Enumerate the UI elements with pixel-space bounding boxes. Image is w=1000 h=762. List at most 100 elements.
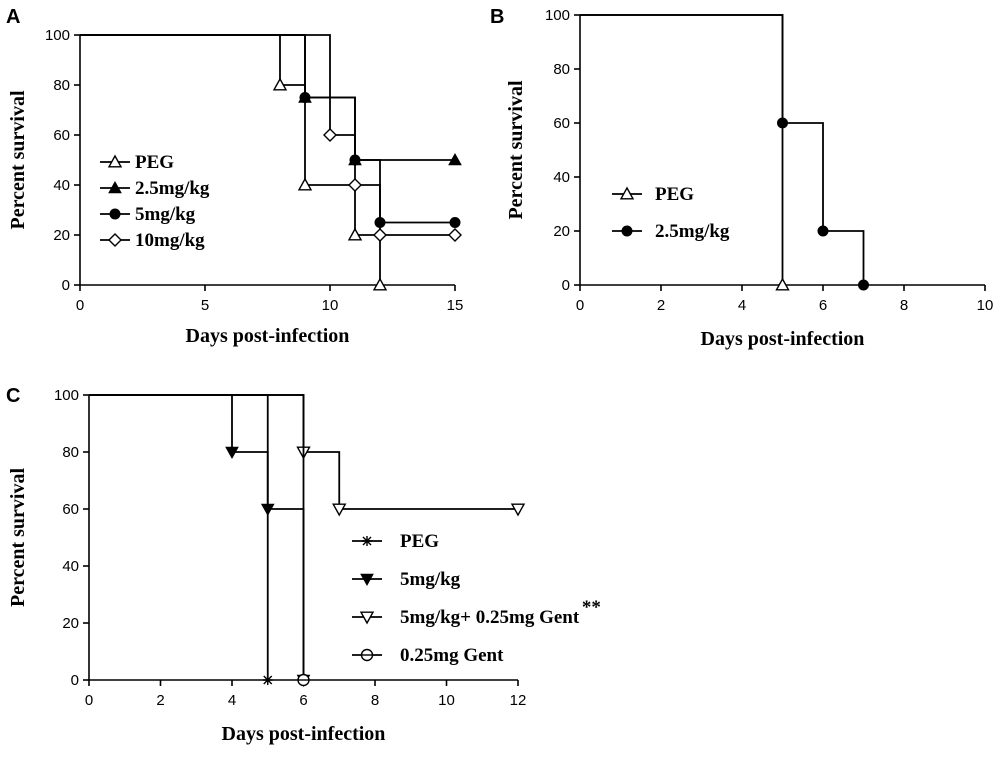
survival-curve [580,14,784,285]
y-tick-label: 0 [71,672,79,689]
data-point-marker [260,503,275,517]
data-point-marker [449,217,461,228]
x-tick-label: 4 [228,692,236,709]
y-tick-label: 40 [62,558,79,575]
y-tick-label: 60 [53,127,70,144]
legend-label: 2.5mg/kg [135,178,210,199]
legend: PEG 5mg/kg 5mg/kg+ 0.25mg Gent ** 0.25mg Gen… [352,531,601,666]
y-tick-label: 100 [45,27,70,44]
series-peg [80,34,388,291]
x-tick-label: 10 [977,297,994,314]
series-peg [89,394,273,685]
x-tick-label: 0 [85,692,93,709]
y-tick-label: 80 [553,61,570,78]
y-axis-title: Percent survival [505,80,527,219]
x-tick-label: 6 [299,692,307,709]
y-tick-label: 20 [553,223,570,240]
x-tick-label: 0 [576,297,584,314]
y-tick-label: 60 [62,501,79,518]
legend-label: 0.25mg Gent [400,645,504,666]
survival-curve [89,394,305,680]
panel-a: A 0 20 40 60 80 100 0 5 10 15 Days post-infection Pe… [6,6,463,347]
y-tick-label: 80 [62,444,79,461]
survival-curve [80,34,381,285]
legend: PEG 2.5mg/kg 5mg/kg 10mg/kg [100,152,210,251]
x-tick-label: 4 [738,297,746,314]
x-axis-title: Days post-infection [701,328,865,350]
data-point-marker [373,228,387,242]
legend-label: 2.5mg/kg [655,221,730,242]
data-point-marker [858,279,869,291]
legend-label: PEG [655,184,694,205]
y-tick-label: 100 [545,7,570,24]
data-point-marker [297,673,310,687]
legend-marker [360,648,374,662]
series-0-25mg-gent [89,394,310,687]
y-tick-label: 20 [53,227,70,244]
legend-label: PEG [135,152,174,173]
y-tick-label: 40 [553,169,570,186]
panel-letter: A [6,6,20,28]
x-tick-label: 12 [510,692,527,709]
x-tick-label: 8 [371,692,379,709]
legend-label: 5mg/kg [400,569,461,590]
y-tick-label: 0 [62,277,70,294]
y-tick-label: 100 [54,387,79,404]
data-point-marker [299,92,311,103]
data-point-marker [332,503,347,517]
legend-marker [621,225,633,237]
x-tick-label: 15 [447,297,464,314]
data-point-marker [448,152,462,166]
panel-c: C 0 20 40 60 80 100 0 2 4 6 8 10 12 Days post-infectio… [6,385,601,745]
legend-item: 5mg/kg+ 0.25mg Gent ** [352,597,601,628]
legend-marker [360,573,374,587]
series-5mg-kg-0-25mg-gent [89,394,526,517]
legend: PEG 2.5mg/kg [612,184,730,242]
legend-item: 2.5mg/kg [612,221,730,242]
survival-curve [89,394,305,680]
series-2-5mg-kg [580,14,869,291]
legend-marker [619,186,635,200]
y-axis-title: Percent survival [7,90,29,229]
x-tick-label: 5 [201,297,209,314]
series-5mg-kg [89,394,311,688]
legend-marker [362,536,372,546]
data-point-marker [323,128,337,142]
survival-curve [580,14,865,285]
y-tick-label: 80 [53,77,70,94]
y-tick-label: 20 [62,615,79,632]
data-point-marker [225,446,239,460]
y-tick-label: 0 [562,277,570,294]
data-point-marker [372,277,388,291]
data-point-marker [777,117,788,129]
legend-item: PEG [352,531,439,552]
x-tick-label: 8 [900,297,908,314]
survival-curve [89,394,269,680]
panel-letter: B [490,6,504,28]
data-point-marker [262,675,273,685]
x-tick-label: 6 [819,297,827,314]
legend-item: 0.25mg Gent [352,645,504,666]
x-axis-title: Days post-infection [186,325,350,347]
panel-letter: C [6,385,20,407]
x-tick-label: 10 [322,297,339,314]
legend-marker [359,611,375,625]
series-10mg-kg [80,34,462,242]
data-point-marker [510,503,526,517]
data-point-marker [448,228,462,242]
legend-item: 10mg/kg [100,230,205,251]
x-tick-label: 2 [156,692,164,709]
data-point-marker [272,77,288,91]
x-tick-label: 2 [657,297,665,314]
legend-marker [107,154,123,168]
y-axis-title: Percent survival [7,468,29,607]
data-point-marker [347,227,363,241]
legend-marker [108,180,122,194]
legend-label: 5mg/kg+ 0.25mg Gent [400,607,580,628]
data-point-marker [297,177,313,191]
y-tick-label: 60 [553,115,570,132]
legend-item: PEG [100,152,174,173]
data-point-marker [775,277,790,291]
data-point-marker [817,225,829,237]
